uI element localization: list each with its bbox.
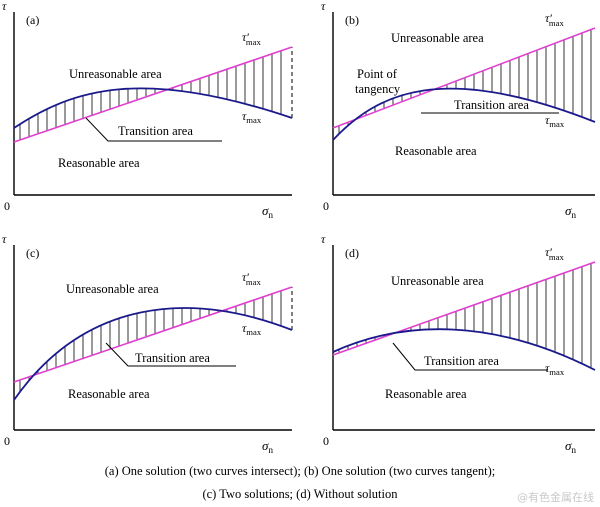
y-axis-label: τ	[321, 232, 326, 246]
tau-max-label: τmax	[242, 321, 262, 337]
reasonable-area-label: Reasonable area	[385, 387, 467, 401]
tangency-label-1: Point of	[357, 67, 398, 81]
panel-tag: (d)	[345, 246, 359, 260]
tau-prime-max-line	[13, 46, 293, 143]
caption-line-1: (a) One solution (two curves intersect);…	[104, 464, 496, 478]
reasonable-area-label: Reasonable area	[58, 156, 140, 170]
figure-panels: τ 0 σn (a) τ′max τmax Unreasonable area Reasona…	[2, 0, 596, 456]
origin-label: 0	[323, 199, 329, 213]
y-axis-label: τ	[2, 232, 7, 246]
origin-label: 0	[4, 199, 10, 213]
tau-max-curve	[332, 328, 596, 371]
panel-d: τ 0 σn (d) τ′max τmax Unreasonable area Reasona…	[321, 232, 596, 456]
x-axis-label: σn	[565, 438, 576, 456]
hatch-lines	[338, 263, 592, 368]
unreasonable-area-label: Unreasonable area	[66, 282, 159, 296]
tau-max-curve	[332, 87, 596, 141]
reasonable-area-label: Reasonable area	[68, 387, 150, 401]
tau-prime-max-line	[13, 286, 293, 383]
hatch-lines	[19, 50, 282, 140]
origin-label: 0	[323, 434, 329, 448]
reasonable-area-label: Reasonable area	[395, 144, 477, 158]
transition-pointer	[85, 117, 222, 142]
x-axis-label: σn	[262, 438, 273, 456]
tangency-label-2: tangency	[355, 82, 401, 96]
tau-max-curve	[13, 307, 293, 401]
tau-prime-max-label: τ′max	[545, 11, 564, 28]
tau-max-label: τmax	[242, 109, 262, 125]
panel-tag: (c)	[26, 246, 39, 260]
panel-b: τ 0 σn (b) τ′max τmax Unreasonable area Reasona…	[321, 0, 596, 221]
transition-area-label: Transition area	[135, 351, 210, 365]
unreasonable-area-label: Unreasonable area	[391, 31, 484, 45]
tau-prime-max-label: τ′max	[242, 270, 261, 287]
tau-max-label: τmax	[545, 113, 565, 129]
tau-max-label: τmax	[545, 361, 565, 377]
tau-prime-max-label: τ′max	[545, 245, 564, 262]
transition-pointer	[392, 342, 548, 371]
panel-c: τ 0 σn (c) τ′max τmax Unreasonable area Reasona…	[2, 232, 293, 456]
x-axis-label: σn	[262, 203, 273, 221]
transition-area-label: Transition area	[424, 354, 499, 368]
y-axis-label: τ	[2, 0, 7, 13]
x-axis-label: σn	[565, 203, 576, 221]
panel-tag: (a)	[26, 13, 39, 27]
unreasonable-area-label: Unreasonable area	[69, 67, 162, 81]
unreasonable-area-label: Unreasonable area	[391, 274, 484, 288]
transition-area-label: Transition area	[454, 98, 529, 112]
panel-a: τ 0 σn (a) τ′max τmax Unreasonable area Reasona…	[2, 0, 293, 221]
tau-prime-max-line	[332, 261, 596, 356]
caption-line-2: (c) Two solutions; (d) Without solution	[202, 487, 398, 501]
watermark: @有色金属在线	[517, 491, 594, 504]
hatch-lines	[19, 290, 282, 392]
transition-pointer	[105, 342, 236, 367]
transition-area-label: Transition area	[118, 124, 193, 138]
panel-tag: (b)	[345, 13, 359, 27]
origin-label: 0	[4, 434, 10, 448]
tau-prime-max-label: τ′max	[242, 30, 261, 47]
tau-prime-max-line	[332, 27, 596, 129]
y-axis-label: τ	[321, 0, 326, 13]
tau-max-curve	[13, 87, 293, 129]
